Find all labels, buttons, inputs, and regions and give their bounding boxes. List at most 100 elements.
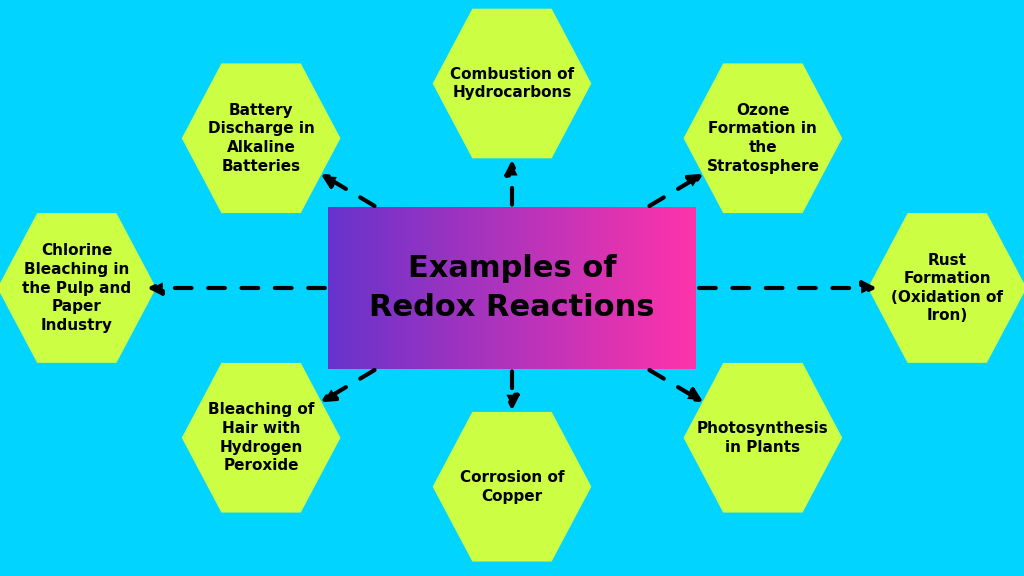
Bar [451,207,452,369]
Polygon shape [0,213,156,363]
Polygon shape [432,412,592,562]
Bar [653,207,654,369]
Bar [399,207,400,369]
Bar [464,207,466,369]
Bar [538,207,540,369]
Bar [536,207,537,369]
Bar [561,207,562,369]
Bar [575,207,578,369]
Bar [501,207,503,369]
Bar [682,207,683,369]
Bar [635,207,636,369]
Bar [645,207,646,369]
Bar [597,207,598,369]
Bar [493,207,494,369]
Bar [507,207,509,369]
Bar [340,207,341,369]
Bar [573,207,574,369]
Bar [691,207,693,369]
Text: Ozone
Formation in
the
Stratosphere: Ozone Formation in the Stratosphere [707,103,819,173]
Bar [642,207,644,369]
Bar [391,207,393,369]
Bar [580,207,581,369]
Bar [551,207,553,369]
Polygon shape [684,63,842,213]
Bar [623,207,624,369]
Bar [559,207,560,369]
Bar [547,207,548,369]
Bar [615,207,616,369]
Bar [377,207,378,369]
Bar [416,207,418,369]
Bar [524,207,525,369]
Bar [529,207,530,369]
Bar [396,207,398,369]
Bar [426,207,427,369]
Bar [474,207,475,369]
Bar [328,207,329,369]
Bar [365,207,366,369]
Bar [648,207,650,369]
Bar [407,207,408,369]
Bar [548,207,549,369]
Bar [342,207,344,369]
Bar [530,207,531,369]
Bar [651,207,652,369]
Bar [554,207,555,369]
Bar [574,207,577,369]
Bar [598,207,599,369]
Bar [366,207,368,369]
Bar [362,207,364,369]
Bar [408,207,409,369]
Bar [390,207,392,369]
Bar [539,207,541,369]
Bar [660,207,663,369]
Bar [599,207,601,369]
Bar [428,207,430,369]
Polygon shape [182,63,340,213]
Bar [664,207,665,369]
Bar [498,207,499,369]
Bar [475,207,476,369]
Bar [486,207,487,369]
Bar [694,207,695,369]
Bar [369,207,370,369]
Bar [378,207,380,369]
Bar [610,207,611,369]
Bar [383,207,384,369]
Bar [513,207,515,369]
Bar [659,207,660,369]
Bar [459,207,461,369]
Bar [389,207,390,369]
Bar [528,207,529,369]
Bar [614,207,615,369]
Bar [375,207,376,369]
Bar [345,207,346,369]
Bar [640,207,641,369]
Bar [671,207,672,369]
Bar [586,207,587,369]
Text: Chlorine
Bleaching in
the Pulp and
Paper
Industry: Chlorine Bleaching in the Pulp and Paper… [23,243,131,333]
Bar [594,207,596,369]
Bar [470,207,472,369]
Bar [624,207,626,369]
Bar [543,207,544,369]
Bar [670,207,671,369]
Bar [438,207,439,369]
Bar [578,207,579,369]
Bar [545,207,547,369]
Bar [617,207,620,369]
Polygon shape [684,363,842,513]
Bar [431,207,432,369]
Bar [477,207,479,369]
Bar [358,207,359,369]
Bar [393,207,394,369]
Bar [488,207,490,369]
Bar [565,207,566,369]
Bar [688,207,689,369]
Bar [591,207,592,369]
Bar [329,207,331,369]
Bar [508,207,510,369]
Bar [467,207,468,369]
Bar [458,207,460,369]
